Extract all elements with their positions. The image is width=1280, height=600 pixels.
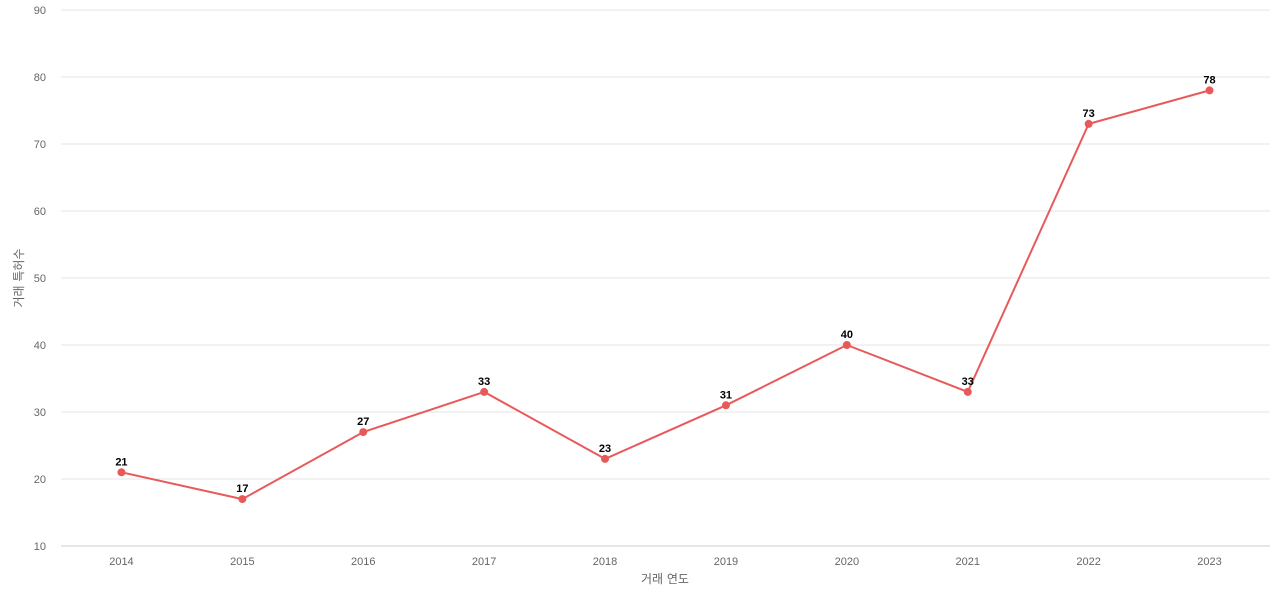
data-label: 78 xyxy=(1203,74,1215,86)
y-axis-title: 거래 특허수 xyxy=(12,248,26,307)
x-tick-label: 2018 xyxy=(593,556,617,568)
y-tick-label: 90 xyxy=(34,5,46,17)
x-tick-label: 2017 xyxy=(472,556,496,568)
data-label: 31 xyxy=(720,389,732,401)
y-tick-label: 40 xyxy=(34,340,46,352)
series-line xyxy=(121,89,1210,501)
x-tick-label: 2020 xyxy=(835,556,859,568)
data-point[interactable] xyxy=(842,341,851,349)
x-tick-label: 2014 xyxy=(109,556,133,568)
y-tick-label: 10 xyxy=(34,541,46,553)
data-point[interactable] xyxy=(480,387,489,396)
data-point[interactable] xyxy=(1084,119,1093,128)
y-axis-ticks: 10 20 30 40 50 60 70 80 90 xyxy=(34,5,46,553)
data-point[interactable] xyxy=(963,387,972,396)
data-point[interactable] xyxy=(1205,86,1214,95)
data-point[interactable] xyxy=(721,401,730,410)
y-tick-label: 70 xyxy=(34,139,46,151)
y-tick-label: 60 xyxy=(34,206,46,218)
x-tick-label: 2023 xyxy=(1197,556,1221,568)
data-point[interactable] xyxy=(601,454,610,463)
x-tick-label: 2021 xyxy=(956,556,980,568)
x-axis-title: 거래 연도 xyxy=(641,572,689,586)
y-tick-label: 80 xyxy=(34,72,46,84)
data-labels: 21 17 27 33 23 31 40 33 73 78 xyxy=(115,74,1215,495)
grid-lines xyxy=(61,9,1270,547)
x-tick-label: 2022 xyxy=(1076,556,1100,568)
y-tick-label: 50 xyxy=(34,273,46,285)
data-label: 73 xyxy=(1083,108,1095,120)
x-axis-ticks: 2014 2015 2016 2017 2018 2019 2020 2021 2022 2023 xyxy=(109,556,1222,568)
data-label: 33 xyxy=(962,376,974,388)
data-label: 33 xyxy=(478,376,490,388)
y-tick-label: 30 xyxy=(34,407,46,419)
data-label: 40 xyxy=(841,329,853,341)
data-label: 27 xyxy=(357,416,369,428)
data-label: 23 xyxy=(599,443,611,455)
data-point[interactable] xyxy=(238,495,247,504)
data-point[interactable] xyxy=(359,428,368,437)
x-tick-label: 2016 xyxy=(351,556,375,568)
y-tick-label: 20 xyxy=(34,474,46,486)
data-label: 21 xyxy=(115,456,127,468)
data-point[interactable] xyxy=(117,468,126,477)
series-group xyxy=(117,86,1214,504)
data-label: 17 xyxy=(236,483,248,495)
x-tick-label: 2015 xyxy=(230,556,254,568)
x-tick-label: 2019 xyxy=(714,556,738,568)
